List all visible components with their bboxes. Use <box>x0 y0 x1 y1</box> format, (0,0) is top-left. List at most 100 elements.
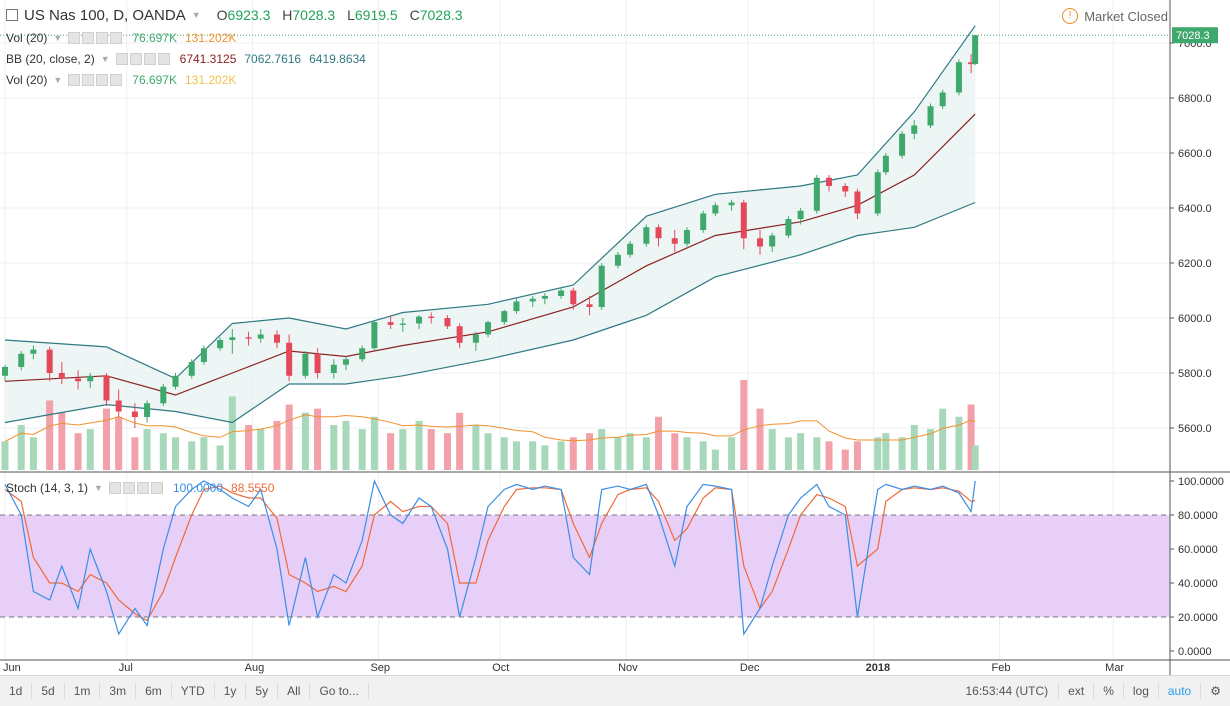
candle-body <box>444 318 451 327</box>
gear-icon[interactable] <box>82 74 95 86</box>
volume-bar <box>642 437 650 470</box>
range-button[interactable]: 1m <box>65 683 101 699</box>
indicator-label: Stoch (14, 3, 1) <box>6 481 89 495</box>
candle-body <box>18 353 25 367</box>
candle-body <box>144 403 151 417</box>
eye-icon[interactable] <box>68 32 81 44</box>
volume-bar <box>314 408 322 470</box>
volume-bar <box>102 408 110 470</box>
percent-button[interactable]: % <box>1093 683 1123 699</box>
volume-ma-line <box>4 414 976 442</box>
ext-button[interactable]: ext <box>1058 683 1093 699</box>
time-tick-label: Jun <box>3 662 21 674</box>
stoch-tick-label: 20.0000 <box>1178 612 1218 624</box>
range-button[interactable]: All <box>278 683 311 699</box>
close-icon[interactable] <box>110 74 123 86</box>
candle-body <box>2 366 8 376</box>
range-button[interactable]: 5d <box>32 683 65 699</box>
candle-body <box>330 364 337 373</box>
range-button[interactable]: YTD <box>172 683 215 699</box>
volume-bar <box>46 400 54 470</box>
candle-body <box>188 362 195 376</box>
range-button[interactable]: 3m <box>100 683 137 699</box>
plus-icon[interactable] <box>143 53 156 65</box>
eye-icon[interactable] <box>108 482 121 494</box>
volume-bar <box>443 433 451 470</box>
plus-icon[interactable] <box>96 74 109 86</box>
plus-icon[interactable] <box>96 32 109 44</box>
candle-body <box>428 316 435 318</box>
chevron-down-icon[interactable]: ▼ <box>94 483 103 493</box>
chevron-down-icon[interactable]: ▼ <box>53 33 63 43</box>
candle-body <box>456 326 463 343</box>
volume-bar <box>500 437 508 470</box>
volume-bar <box>927 429 935 470</box>
gear-icon[interactable] <box>82 32 95 44</box>
candle-body <box>273 334 280 343</box>
candle-body <box>58 373 65 379</box>
range-button[interactable]: 1y <box>215 683 247 699</box>
range-button[interactable]: 1d <box>0 683 33 699</box>
time-tick-label: Sep <box>370 662 390 674</box>
clock: 16:53:44 (UTC) <box>965 684 1049 698</box>
bb-lower-line <box>4 201 976 424</box>
close-icon[interactable] <box>150 482 163 494</box>
auto-button[interactable]: auto <box>1157 683 1200 699</box>
bottom-toolbar: 1d 5d 1m 3m 6m YTD 1y 5y All Go to... 16… <box>0 675 1230 706</box>
settings-gear-icon[interactable]: ⚙ <box>1200 683 1230 699</box>
volume-bar <box>797 433 805 470</box>
candle-body <box>683 230 690 244</box>
time-tick-label: Jul <box>119 662 133 674</box>
chart-menu-icon[interactable] <box>6 9 18 21</box>
range-button[interactable]: 6m <box>136 683 172 699</box>
volume-bar <box>399 429 407 470</box>
candle-body <box>229 337 236 340</box>
goto-button[interactable]: Go to... <box>310 683 369 699</box>
volume-bar <box>541 445 549 470</box>
time-tick-label: 2018 <box>866 662 890 674</box>
time-tick-label: Aug <box>245 662 265 674</box>
volume-bar <box>655 416 663 470</box>
volume-bar <box>273 420 281 470</box>
volume-bar <box>387 433 395 470</box>
candle-body <box>115 400 122 412</box>
legend-stoch[interactable]: Stoch (14, 3, 1) ▼ 100.0000 88.5550 <box>6 481 275 495</box>
gear-icon[interactable] <box>129 53 142 65</box>
candle-body <box>46 349 53 373</box>
eye-icon[interactable] <box>68 74 81 86</box>
legend-bb[interactable]: BB (20, close, 2) ▼ 6741.3125 7062.7616 … <box>6 52 366 66</box>
chart-canvas[interactable]: 7000.06800.06600.06400.06200.06000.05800… <box>0 0 1230 675</box>
chevron-down-icon[interactable]: ▼ <box>191 10 201 20</box>
indicator-label: BB (20, close, 2) <box>6 52 95 66</box>
eye-icon[interactable] <box>115 53 128 65</box>
symbol-title[interactable]: US Nas 100, D, OANDA <box>24 6 186 24</box>
volume-bar <box>825 441 833 470</box>
candle-body <box>972 35 979 65</box>
legend-vol-1[interactable]: Vol (20) ▼ 76.697K 131.202K <box>6 31 237 45</box>
chevron-down-icon[interactable]: ▼ <box>100 54 110 64</box>
candle-body <box>955 62 962 93</box>
gear-icon[interactable] <box>122 482 135 494</box>
volume-bar <box>143 429 151 470</box>
log-button[interactable]: log <box>1122 683 1158 699</box>
stoch-band <box>0 515 1170 617</box>
candle-body <box>598 265 605 307</box>
chevron-down-icon[interactable]: ▼ <box>53 75 63 85</box>
range-button[interactable]: 5y <box>246 683 279 699</box>
volume-bar <box>841 449 849 470</box>
close-icon[interactable] <box>157 53 170 65</box>
stoch-tick-label: 100.0000 <box>1178 476 1224 488</box>
close-icon[interactable] <box>110 32 123 44</box>
price-tick-label: 6600.0 <box>1178 148 1212 160</box>
volume-bar <box>768 429 776 470</box>
volume-bar <box>415 420 423 470</box>
volume-bar <box>86 429 94 470</box>
volume-bar <box>484 433 492 470</box>
alert-icon: ! <box>1062 8 1079 24</box>
time-tick-label: Nov <box>618 662 638 674</box>
plus-icon[interactable] <box>136 482 149 494</box>
legend-vol-2[interactable]: Vol (20) ▼ 76.697K 131.202K <box>6 73 237 87</box>
candle-body <box>826 177 833 186</box>
candle-body <box>485 322 492 335</box>
candle-body <box>302 353 309 376</box>
